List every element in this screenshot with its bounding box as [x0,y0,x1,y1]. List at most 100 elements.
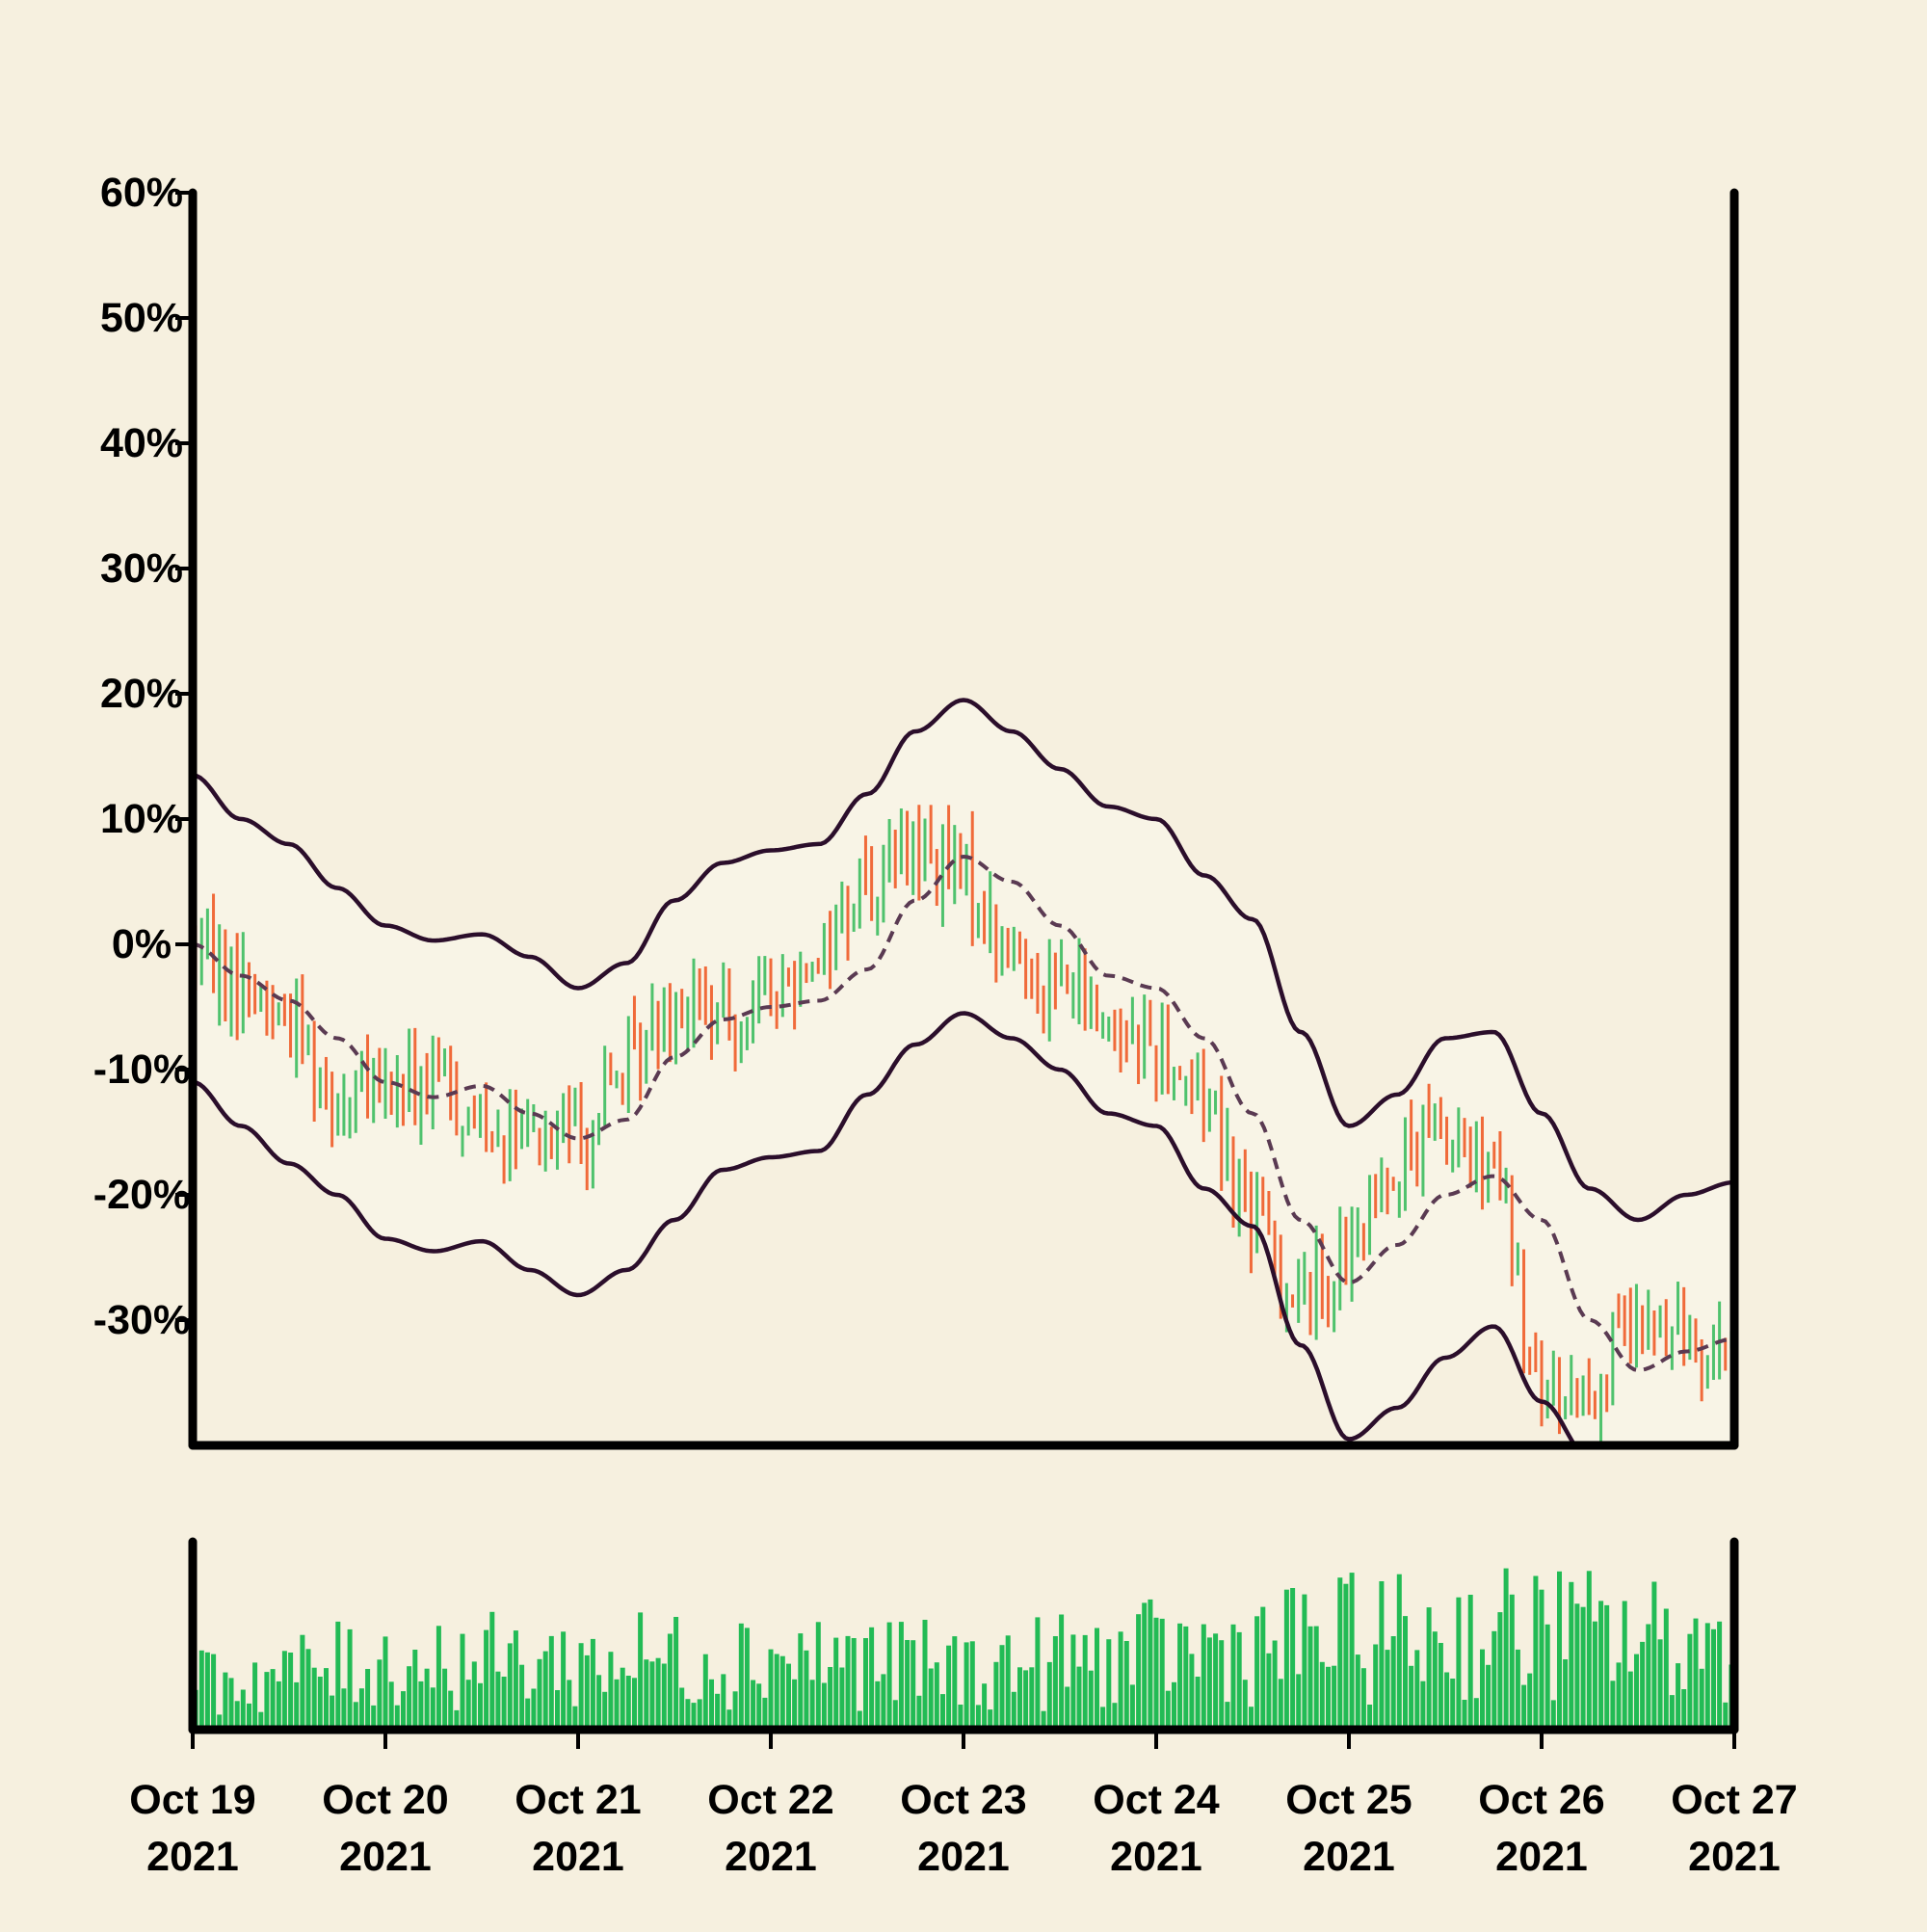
volume-bar [264,1672,270,1730]
volume-bar [270,1669,276,1730]
volume-bar [371,1705,377,1730]
volume-bar [732,1691,738,1730]
volume-bar [804,1650,809,1730]
volume-bar [324,1668,329,1730]
volume-bar [1385,1650,1390,1730]
volume-bar [1249,1707,1254,1730]
x-tick-label: Oct 27 [1671,1777,1797,1823]
volume-bar [1379,1581,1385,1730]
volume-bar [365,1669,371,1730]
volume-bar [1693,1618,1699,1730]
volume-bar [946,1645,952,1730]
volume-bar [294,1681,300,1730]
x-tick-label: Oct 23 [900,1777,1026,1823]
volume-bar [1319,1661,1325,1730]
volume-bar [1403,1616,1408,1730]
volume-bar [762,1697,768,1730]
volume-bar [484,1629,489,1730]
volume-bar [1118,1631,1123,1730]
volume-bar [1563,1659,1569,1730]
volume-bar [1153,1617,1159,1730]
volume-bar [1172,1681,1176,1730]
volume-bar [448,1690,454,1730]
volume-bar [300,1634,305,1730]
volume-bar [1230,1624,1236,1730]
volume-bar [358,1688,364,1730]
volume-bar [1450,1679,1456,1730]
volume-bar [1129,1684,1135,1730]
volume-bar [602,1691,608,1730]
volume-bar [1011,1691,1016,1730]
volume-bar [211,1654,217,1730]
volume-bar [341,1688,347,1730]
volume-bar [863,1638,868,1730]
volume-bar [661,1663,667,1730]
volume-bar [377,1659,383,1730]
volume-bar [614,1679,620,1730]
volume-bar [1550,1700,1556,1730]
volume-bar [1414,1650,1420,1730]
band-fill [193,700,1734,1445]
volume-bar [1438,1643,1443,1730]
volume-bar [454,1709,460,1730]
x-tick-label-year: 2021 [1688,1834,1781,1880]
volume-bar [886,1622,892,1730]
volume-bar [555,1690,560,1730]
volume-bar [715,1693,721,1730]
volume-bar [1106,1639,1112,1730]
volume-bar [1041,1710,1046,1730]
volume-bar [1100,1707,1106,1730]
volume-bar [1527,1673,1533,1730]
volume-bar [922,1620,928,1730]
volume-bar [1622,1601,1627,1730]
volume-bar [768,1649,774,1730]
volume-bar [1699,1668,1704,1730]
volume-bar [958,1705,964,1730]
volume-bar [1592,1621,1597,1730]
y-tick-label: 60% [100,170,183,216]
volume-bar [460,1633,465,1730]
x-tick-label-year: 2021 [917,1834,1010,1880]
middle-band-line [193,854,1734,1373]
ohlc-bars [194,805,1733,1445]
volume-bar [1704,1623,1710,1730]
volume-bar [1669,1695,1675,1730]
volume-bar [1296,1674,1302,1730]
volume-bar [1290,1588,1296,1730]
volume-bar [412,1650,418,1730]
x-tick-label-year: 2021 [1303,1834,1395,1880]
volume-bar [608,1652,614,1730]
volume-bar [1242,1680,1248,1730]
volume-bar [353,1702,358,1730]
volume-bar [821,1682,827,1730]
volume-bar [1206,1637,1212,1730]
volume-bar [519,1664,525,1730]
volume-bar [1723,1702,1729,1730]
volume-bar [892,1700,898,1730]
volume-bar [839,1667,845,1730]
volume-bar [964,1642,969,1730]
volume-bar [881,1674,886,1730]
x-tick-label-year: 2021 [532,1834,624,1880]
volume-bar [1426,1607,1432,1730]
volume-bar [596,1675,602,1730]
volume-bar [644,1659,649,1730]
volume-bar [1017,1667,1022,1730]
x-tick-label-year: 2021 [146,1834,239,1880]
volume-bar [1266,1653,1272,1730]
y-tick-label: 30% [100,545,183,592]
volume-bar [1640,1641,1646,1730]
volume-bar [1283,1589,1289,1730]
volume-bar [1278,1679,1283,1730]
x-tick-label: Oct 25 [1285,1777,1412,1823]
volume-bar [1456,1597,1462,1730]
volume-bar [875,1681,881,1730]
volume-bar [620,1667,625,1730]
volume-bar [478,1682,483,1730]
volume-bar [1717,1621,1723,1730]
volume-bar [305,1649,311,1730]
volume-bar [726,1709,732,1730]
volume-bar [1663,1608,1669,1730]
volume-bar [1052,1636,1058,1730]
